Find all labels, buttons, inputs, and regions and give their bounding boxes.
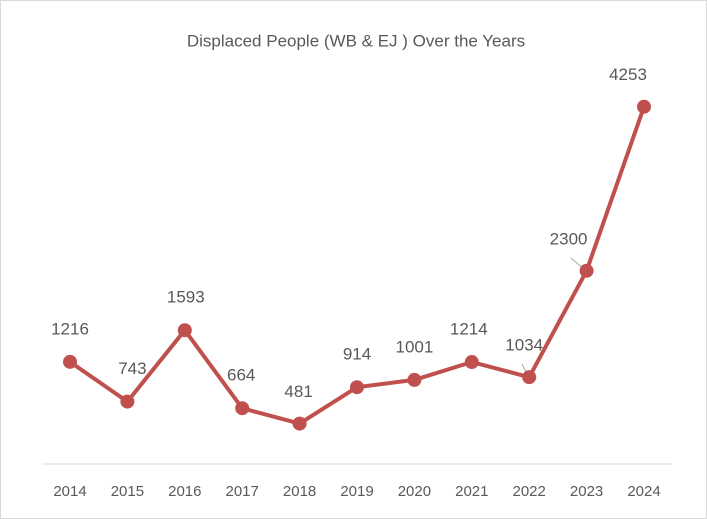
data-label: 1214 xyxy=(450,320,488,339)
data-point xyxy=(522,370,537,385)
x-tick-label: 2017 xyxy=(226,483,259,500)
data-label: 1216 xyxy=(51,319,89,338)
data-label: 2300 xyxy=(550,229,588,248)
x-tick-label: 2019 xyxy=(340,483,373,500)
data-point xyxy=(350,380,364,395)
x-tick-label: 2021 xyxy=(455,483,488,500)
x-tick-label: 2024 xyxy=(627,483,660,500)
data-label: 4253 xyxy=(609,65,647,84)
data-label: 1034 xyxy=(505,336,543,355)
data-label: 481 xyxy=(284,382,312,401)
x-tick-label: 2018 xyxy=(283,483,316,500)
data-point xyxy=(464,355,479,370)
data-point xyxy=(637,99,651,114)
data-point xyxy=(120,394,135,409)
x-tick-label: 2022 xyxy=(513,483,546,500)
data-label: 1001 xyxy=(395,337,433,356)
data-point xyxy=(407,372,422,387)
data-point xyxy=(579,263,594,278)
x-tick-label: 2023 xyxy=(570,483,603,500)
data-label: 664 xyxy=(227,366,255,385)
data-label: 743 xyxy=(118,359,146,378)
data-point xyxy=(63,354,77,369)
data-point xyxy=(292,416,307,431)
chart-title: Displaced People (WB & EJ ) Over the Yea… xyxy=(187,31,525,50)
data-point xyxy=(177,323,192,338)
data-label: 914 xyxy=(343,345,371,364)
x-tick-label: 2014 xyxy=(53,483,86,500)
x-tick-label: 2015 xyxy=(111,483,144,500)
x-tick-label: 2016 xyxy=(168,483,201,500)
x-tick-label: 2020 xyxy=(398,483,431,500)
data-point xyxy=(235,401,250,416)
data-label: 1593 xyxy=(167,288,205,307)
